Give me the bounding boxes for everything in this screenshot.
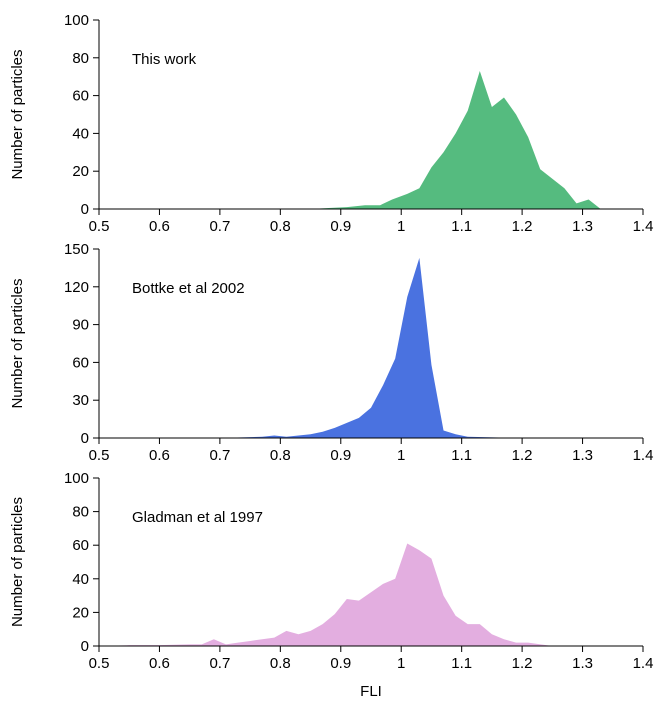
y-axis-label: Number of particles bbox=[9, 278, 26, 408]
x-tick-label: 0.8 bbox=[270, 655, 291, 672]
x-tick-label: 1.4 bbox=[633, 655, 654, 672]
x-tick-label: 0.9 bbox=[330, 655, 351, 672]
x-tick-label: 0.6 bbox=[149, 218, 170, 235]
y-tick-label: 90 bbox=[72, 317, 89, 334]
y-axis-label: Number of particles bbox=[9, 49, 26, 179]
panel-title: This work bbox=[132, 51, 197, 68]
y-tick-label: 120 bbox=[64, 279, 89, 296]
area-series-1-1 bbox=[99, 71, 601, 209]
x-tick-label: 0.5 bbox=[89, 218, 110, 235]
x-tick-label: 0.8 bbox=[270, 218, 291, 235]
x-tick-label: 1.3 bbox=[572, 447, 593, 464]
y-tick-label: 80 bbox=[72, 504, 89, 521]
y-tick-label: 150 bbox=[64, 241, 89, 258]
x-tick-label: 1.2 bbox=[512, 655, 533, 672]
panel-title: Bottke et al 2002 bbox=[132, 280, 245, 297]
x-tick-label: 1.2 bbox=[512, 447, 533, 464]
x-tick-label: 0.6 bbox=[149, 655, 170, 672]
y-tick-label: 0 bbox=[81, 638, 89, 655]
y-tick-label: 40 bbox=[72, 125, 89, 142]
x-tick-label: 1.3 bbox=[572, 218, 593, 235]
x-tick-label: 1.1 bbox=[451, 655, 472, 672]
y-tick-label: 80 bbox=[72, 50, 89, 67]
y-tick-label: 60 bbox=[72, 88, 89, 105]
area-series-2-1 bbox=[99, 257, 523, 438]
x-tick-label: 1.1 bbox=[451, 447, 472, 464]
y-tick-label: 0 bbox=[81, 201, 89, 218]
y-tick-label: 100 bbox=[64, 470, 89, 487]
panel-2: 0.5 0.6 0.7 0.8 0.9 1 1.1 1.2 1.3 1.4 0 30 60 90 120 15… bbox=[9, 241, 653, 464]
panel-title: Gladman et al 1997 bbox=[132, 509, 263, 526]
x-tick-label: 1.1 bbox=[451, 218, 472, 235]
x-tick-label: 1.3 bbox=[572, 655, 593, 672]
y-tick-label: 40 bbox=[72, 571, 89, 588]
x-axis-label: FLI bbox=[360, 683, 382, 700]
y-tick-label: 60 bbox=[72, 354, 89, 371]
x-tick-label: 0.6 bbox=[149, 447, 170, 464]
panel-1: 0.5 0.6 0.7 0.8 0.9 1 1.1 1.2 1.3 1.4 0 20 40 60 80 100… bbox=[9, 12, 653, 235]
x-tick-label: 1.4 bbox=[633, 218, 654, 235]
x-tick-label: 0.5 bbox=[89, 447, 110, 464]
x-tick-label: 1 bbox=[397, 218, 405, 235]
y-tick-label: 60 bbox=[72, 537, 89, 554]
y-tick-label: 100 bbox=[64, 12, 89, 29]
x-tick-label: 0.9 bbox=[330, 447, 351, 464]
panel-3: 0.5 0.6 0.7 0.8 0.9 1 1.1 1.2 1.3 1.4 0 20 40 60 80 100… bbox=[9, 470, 653, 700]
x-tick-label: 0.5 bbox=[89, 655, 110, 672]
x-tick-label: 1 bbox=[397, 447, 405, 464]
x-tick-label: 1 bbox=[397, 655, 405, 672]
y-tick-label: 20 bbox=[72, 604, 89, 621]
y-tick-label: 0 bbox=[81, 430, 89, 447]
y-axis-label: Number of particles bbox=[9, 497, 26, 627]
x-tick-label: 1.2 bbox=[512, 218, 533, 235]
x-tick-label: 0.8 bbox=[270, 447, 291, 464]
x-tick-label: 0.7 bbox=[209, 447, 230, 464]
x-tick-label: 0.9 bbox=[330, 218, 351, 235]
y-tick-label: 30 bbox=[72, 392, 89, 409]
x-tick-label: 0.7 bbox=[209, 655, 230, 672]
y-tick-label: 20 bbox=[72, 163, 89, 180]
x-tick-label: 0.7 bbox=[209, 218, 230, 235]
area-series-3-1 bbox=[99, 543, 553, 646]
x-tick-label: 1.4 bbox=[633, 447, 654, 464]
